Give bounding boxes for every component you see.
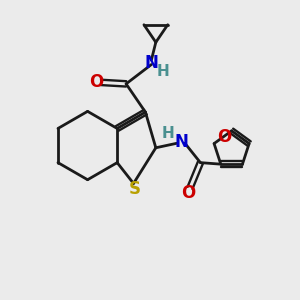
Text: S: S (129, 180, 141, 198)
Text: H: H (162, 126, 175, 141)
Text: O: O (182, 184, 196, 202)
Text: O: O (217, 128, 232, 146)
Text: N: N (144, 54, 158, 72)
Text: O: O (89, 74, 103, 92)
Text: H: H (156, 64, 169, 79)
Text: N: N (174, 133, 188, 151)
